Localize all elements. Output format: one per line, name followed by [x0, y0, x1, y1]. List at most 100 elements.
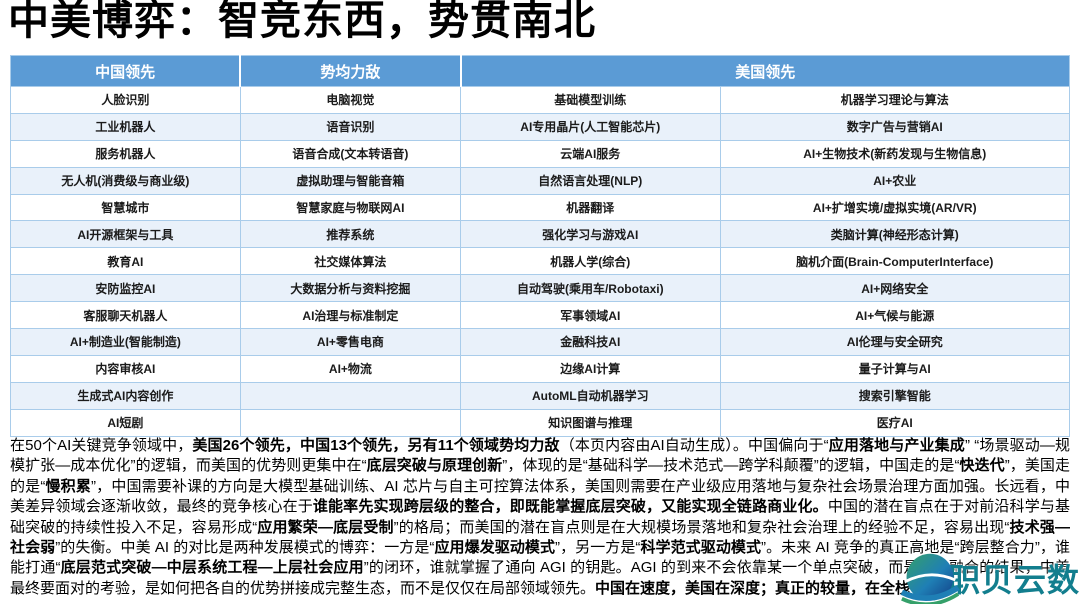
summary-bold-segment: 慢积累: [45, 477, 91, 495]
summary-bold-segment: 技术强—社会弱: [10, 518, 1070, 557]
summary-segment: ”，中国需要补课的方向是大模型基础训练、AI 芯片与自主可控算法体系，美国则需要…: [10, 477, 1070, 516]
table-cell: 智慧家庭与物联网AI: [239, 193, 462, 222]
table-cell: 服务机器人: [10, 139, 241, 168]
table-cell: 机器学习理论与算法: [719, 86, 1071, 114]
table-row: 内容审核AI AI+物流 边缘AI计算 量子计算与AI: [10, 354, 1071, 383]
table-cell: 数字广告与营销AI: [719, 112, 1071, 141]
table-cell: 推荐系统: [239, 220, 462, 249]
summary-bold-segment: 底层范式突破—中层系统工程—上层社会应用: [60, 559, 364, 577]
table-cell: 基础模型训练: [460, 86, 721, 114]
table-cell: 云端AI服务: [460, 139, 721, 168]
table-row: 无人机(消费级与商业级) 虚拟助理与智能音箱 自然语言处理(NLP) AI+农业: [10, 166, 1071, 195]
table-cell: 边缘AI计算: [460, 354, 721, 383]
table-cell: 工业机器人: [10, 112, 241, 141]
table-body: 人脸识别 电脑视觉 基础模型训练 机器学习理论与算法 工业机器人 语音识别 AI专用晶片(人…: [10, 86, 1071, 437]
table-cell: AutoML自动机器学习: [460, 381, 721, 410]
table-row: 安防监控AI 大数据分析与资料挖掘 自动驾驶(乘用车/Robotaxi) AI+网络安…: [10, 274, 1071, 303]
summary-segment: 在50个AI关键竞争领域中，: [10, 437, 193, 454]
page-title: 中美博弈：智竞东西，势贯南北: [8, 0, 596, 43]
summary-paragraph: 在50个AI关键竞争领域中，美国26个领先，中国13个领先，另有11个领域势均力…: [10, 436, 1070, 599]
summary-bold-segment: 中国在速度，美国在深度；真正的较量，在全栈: [595, 579, 911, 597]
table-cell: AI短剧: [10, 408, 241, 437]
table-cell: 客服聊天机器人: [10, 301, 241, 330]
table-cell: 量子计算与AI: [719, 354, 1071, 383]
table-head: 中国领先 势均力敌 美国领先: [10, 55, 1070, 87]
summary-bold-segment: 谁能率先实现跨层级的整合，即既能掌握底层突破，又能实现全链路商业化。: [312, 498, 828, 516]
summary-segment: ”的闭环，谁就掌握了通向 AGI 的钥匙。AGI 的到来不会依靠某一个单点突破，…: [10, 559, 1070, 597]
summary-segment: ”的失衡。中美 AI 的对比是两种发展模式的博弈：一方是“: [55, 539, 435, 557]
table-cell: 语音识别: [239, 112, 462, 141]
table-cell: 军事领域AI: [460, 301, 721, 330]
summary-segment: （本页内容由AI自动生成）。中国偏向于“: [559, 437, 829, 454]
table-cell: [239, 381, 462, 410]
watermark: 职贝云数: [900, 548, 1080, 604]
table-cell: 生成式AI内容创作: [10, 381, 241, 410]
table-cell: 搜索引擎智能: [719, 381, 1071, 410]
table-row: 智慧城市 智慧家庭与物联网AI 机器翻译 AI+扩增实境/虚拟实境(AR/VR): [10, 193, 1071, 222]
summary-segment: ”，另一方是“: [555, 539, 641, 557]
table-cell: 医疗AI: [719, 408, 1071, 437]
summary-bold-segment: 应用繁荣—底层受制: [257, 518, 394, 536]
table-cell: 自然语言处理(NLP): [460, 166, 721, 195]
summary-bold-segment: 应用落地与产业集成: [828, 437, 965, 454]
table-cell: AI+扩增实境/虚拟实境(AR/VR): [719, 193, 1071, 222]
table-cell: 教育AI: [10, 247, 241, 276]
table-cell: 大数据分析与资料挖掘: [239, 274, 462, 303]
summary-segment: ”。未来 AI 竞争的真正高地是“跨层整合力”，谁能打通“: [10, 539, 1070, 577]
table-header: 美国领先: [459, 55, 1070, 87]
table-row: 客服聊天机器人 AI治理与标准制定 军事领域AI AI+气候与能源: [10, 301, 1071, 330]
summary-segment: ”，体现的是“基础科学—技术范式—跨学科颠覆”的逻辑，中国走的是“: [502, 457, 960, 475]
table-cell: AI+生物技术(新药发现与生物信息): [719, 139, 1071, 168]
table-cell: AI+农业: [719, 166, 1071, 195]
comparison-table: 中国领先 势均力敌 美国领先 人脸识别 电脑视觉 基础模型训练 机器学习理论与算法 工业机器…: [10, 55, 1071, 437]
table-cell: 自动驾驶(乘用车/Robotaxi): [460, 274, 721, 303]
table-header: 势均力敌: [239, 55, 461, 87]
table-cell: 智慧城市: [10, 193, 241, 222]
comparison-table-wrap: 中国领先 势均力敌 美国领先 人脸识别 电脑视觉 基础模型训练 机器学习理论与算法 工业机器…: [10, 55, 1071, 437]
table-cell: 语音合成(文本转语音): [239, 139, 462, 168]
summary-segment: ”的格局；而美国的潜在盲点则是在大规模场景落地和复杂社会治理上的经验不足，容易出…: [393, 518, 1010, 536]
table-header: 中国领先: [10, 55, 241, 87]
table-row: 生成式AI内容创作 AutoML自动机器学习 搜索引擎智能: [10, 381, 1071, 410]
summary-bold-segment: 快迭代: [959, 457, 1005, 475]
table-cell: 机器翻译: [460, 193, 721, 222]
table-cell: AI治理与标准制定: [239, 301, 462, 330]
table-cell: AI专用晶片(人工智能芯片): [460, 112, 721, 141]
table-cell: AI+网络安全: [719, 274, 1071, 303]
table-cell: 机器人学(综合): [460, 247, 721, 276]
summary-segment: 中国的潜在盲点在于对前沿科学与基础突破的持续性投入不足，容易形成“: [10, 498, 1070, 536]
table-cell: 人脸识别: [10, 86, 241, 114]
table-cell: 安防监控AI: [10, 274, 241, 303]
table-row: 人脸识别 电脑视觉 基础模型训练 机器学习理论与算法: [10, 86, 1071, 114]
table-row: AI+制造业(智能制造) AI+零售电商 金融科技AI AI伦理与安全研究: [10, 328, 1071, 356]
table-cell: AI+零售电商: [239, 328, 462, 356]
summary-bold-segment: 应用爆发驱动模式: [434, 539, 556, 557]
table-cell: AI+气候与能源: [719, 301, 1071, 330]
table-cell: AI+制造业(智能制造): [10, 328, 241, 356]
table-row: AI短剧 知识图谱与推理 医疗AI: [10, 408, 1071, 437]
table-row: 工业机器人 语音识别 AI专用晶片(人工智能芯片) 数字广告与营销AI: [10, 112, 1071, 141]
table-cell: 金融科技AI: [460, 328, 721, 356]
summary-segment: ” “场景驱动—规模扩张—成本优化”的逻辑，而美国的优势则更集中在“: [10, 437, 1070, 475]
table-row: 教育AI 社交媒体算法 机器人学(综合) 脑机介面(Brain-ComputerInt…: [10, 247, 1071, 276]
table-row: 服务机器人 语音合成(文本转语音) 云端AI服务 AI+生物技术(新药发现与生物信息): [10, 139, 1071, 168]
table-cell: 脑机介面(Brain-ComputerInterface): [719, 247, 1071, 276]
summary-bold-segment: 底层突破与原理创新: [366, 457, 503, 475]
table-cell: 虚拟助理与智能音箱: [239, 166, 462, 195]
summary-bold-segment: 科学范式驱动模式: [640, 539, 762, 557]
table-row: AI开源框架与工具 推荐系统 强化学习与游戏AI 类脑计算(神经形态计算): [10, 220, 1071, 249]
globe-icon: [900, 553, 960, 604]
watermark-text: 职贝云数: [947, 562, 1080, 598]
summary-bold-segment: 美国26个领先，中国13个领先，另有11个领域势均力敌: [192, 437, 560, 454]
table-cell: 社交媒体算法: [239, 247, 462, 276]
table-cell: AI伦理与安全研究: [719, 328, 1071, 356]
table-cell: 类脑计算(神经形态计算): [719, 220, 1071, 249]
table-cell: 电脑视觉: [239, 86, 462, 114]
table-cell: 无人机(消费级与商业级): [10, 166, 241, 195]
table-cell: [239, 408, 462, 437]
table-cell: AI开源框架与工具: [10, 220, 241, 249]
table-cell: 知识图谱与推理: [460, 408, 721, 437]
summary-segment: ”，美国走的是“: [10, 457, 1070, 495]
table-cell: 强化学习与游戏AI: [460, 220, 721, 249]
